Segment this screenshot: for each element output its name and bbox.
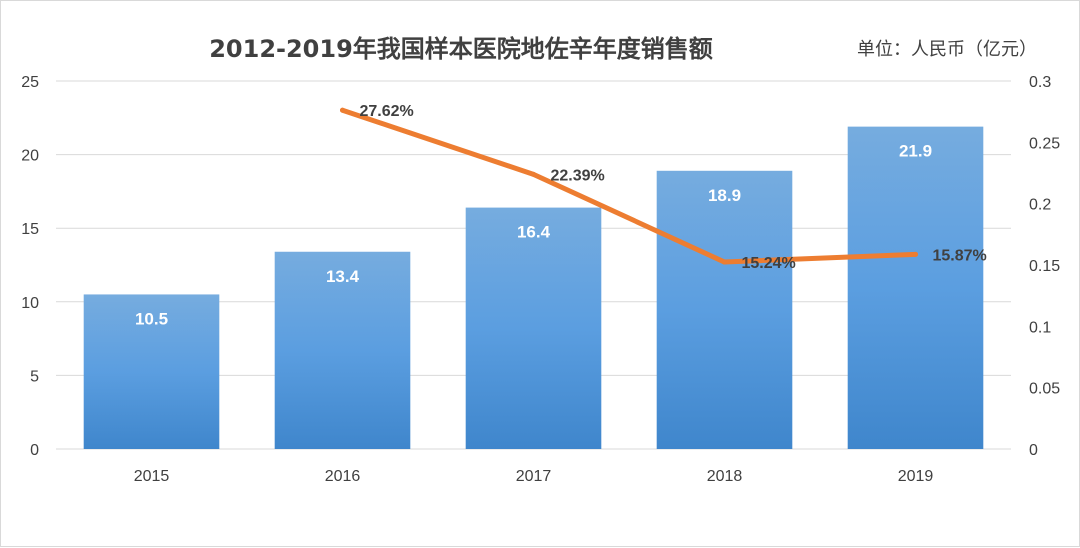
- bar-data-label: 16.4: [517, 223, 551, 242]
- bar-data-label: 13.4: [326, 267, 360, 286]
- axis-labels: 0 5 10 15 20 25 0 0.05 0.1 0.15 0.2 0.25 0.3 2015 2016…: [21, 74, 1060, 485]
- bar: [274, 251, 411, 449]
- line-data-label: 15.24%: [742, 255, 796, 272]
- y-right-tick-label: 0: [1029, 442, 1038, 459]
- y-left-tick-label: 15: [21, 221, 39, 238]
- y-left-tick-label: 10: [21, 295, 39, 312]
- x-tick-label: 2015: [134, 468, 170, 485]
- y-right-tick-label: 0.3: [1029, 74, 1051, 91]
- line-point: [340, 107, 345, 113]
- line-series: [340, 107, 918, 265]
- line-data-label: 15.87%: [933, 247, 987, 264]
- unit-label: 单位：人民币（亿元）: [857, 39, 1037, 60]
- bar: [83, 294, 220, 449]
- y-left-tick-label: 20: [21, 148, 39, 165]
- y-right-tick-label: 0.2: [1029, 197, 1051, 214]
- y-right-tick-label: 0.15: [1029, 258, 1060, 275]
- x-tick-label: 2017: [516, 468, 552, 485]
- y-right-tick-label: 0.25: [1029, 135, 1060, 152]
- bar-series: [83, 126, 984, 450]
- y-left-tick-label: 25: [21, 74, 39, 91]
- x-tick-label: 2016: [325, 468, 361, 485]
- bar: [465, 207, 602, 449]
- bar-data-label: 10.5: [135, 309, 168, 328]
- bar-data-label: 21.9: [899, 142, 932, 161]
- bar: [847, 126, 984, 449]
- line-point: [531, 171, 536, 177]
- line-data-label: 22.39%: [551, 167, 605, 184]
- line-point: [913, 251, 918, 257]
- y-left-tick-label: 0: [30, 442, 39, 459]
- line-path: [340, 107, 918, 265]
- y-left-tick-label: 5: [30, 368, 39, 385]
- y-right-tick-label: 0.05: [1029, 381, 1060, 398]
- line-data-label: 27.62%: [360, 103, 414, 120]
- x-tick-label: 2018: [707, 468, 743, 485]
- bar-data-label: 18.9: [708, 186, 741, 205]
- x-tick-label: 2019: [898, 468, 934, 485]
- bar: [656, 170, 793, 450]
- data-labels: 10.5 13.4 16.4 18.9 21.9 27.62% 22.39% 15.24% 15…: [135, 103, 987, 328]
- y-right-tick-label: 0.1: [1029, 319, 1051, 336]
- line-point: [722, 259, 727, 265]
- chart-title: 2012-2019年我国样本医院地佐辛年度销售额: [209, 35, 713, 63]
